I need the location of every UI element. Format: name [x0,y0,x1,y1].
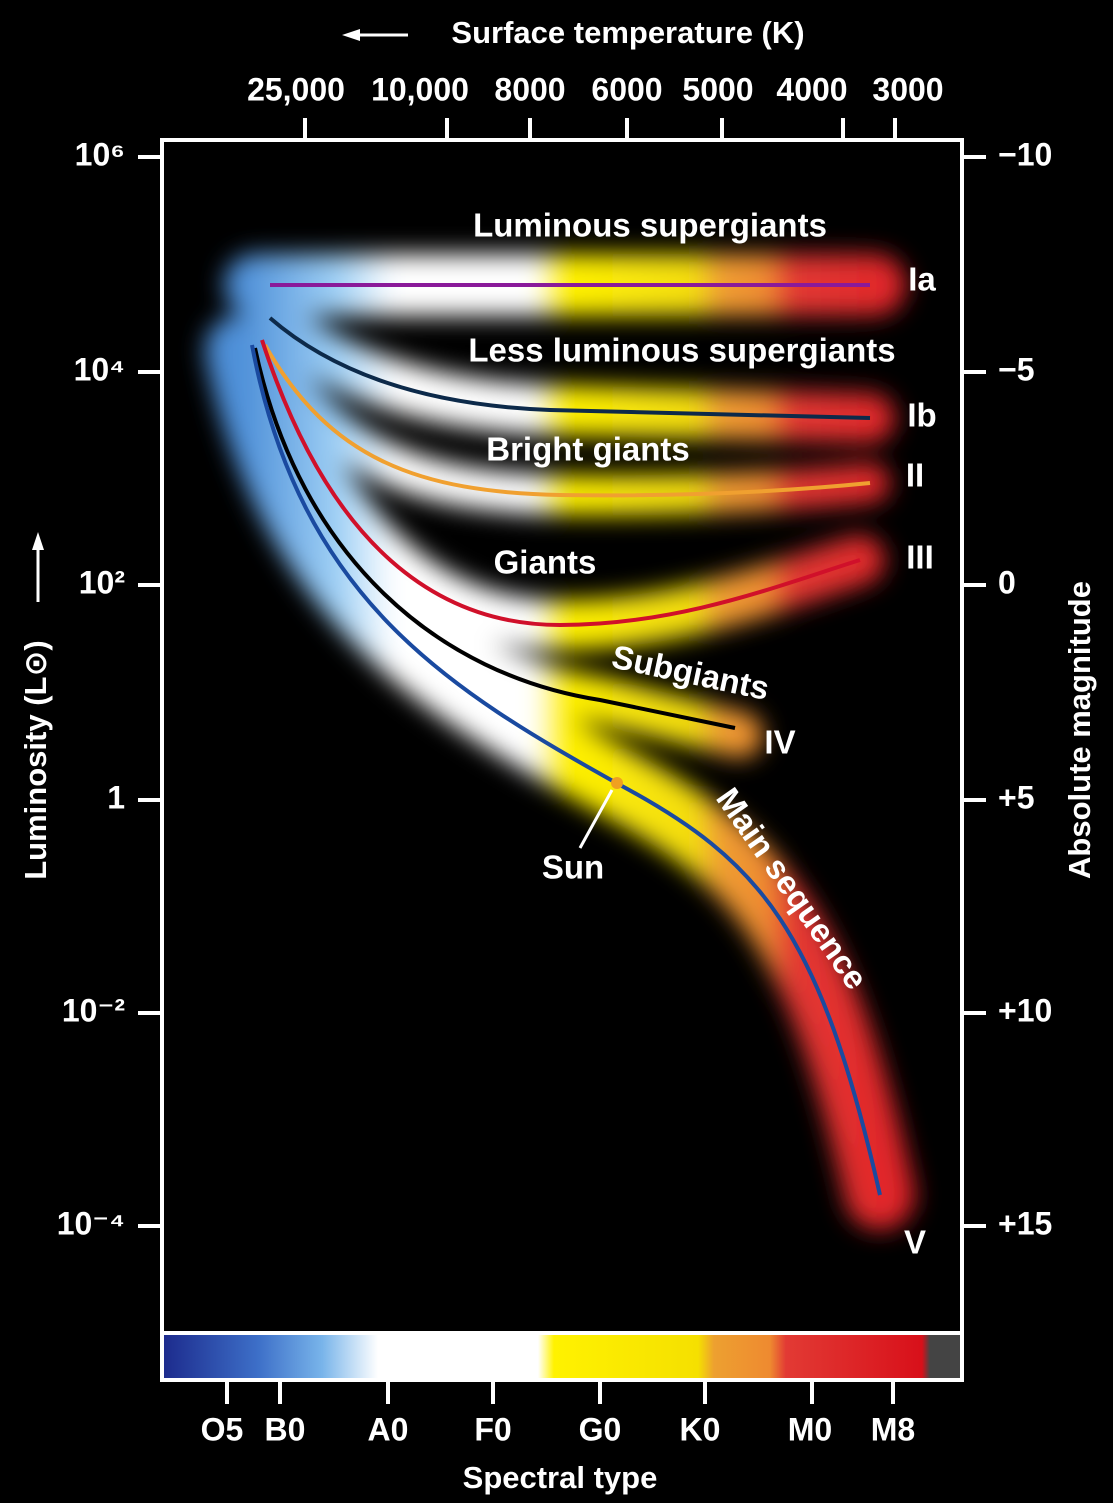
right-tick-labels: −10 −5 0 +5 +10 +15 [998,136,1052,1241]
tick-label: 3000 [872,71,943,107]
bottom-tick-labels: O5 B0 A0 F0 G0 K0 M0 M8 [201,1411,916,1447]
spectral-bar [164,1335,960,1378]
tick-label: B0 [265,1411,306,1447]
class-label: IV [764,724,795,761]
tick-label: O5 [201,1411,244,1447]
region-label: Less luminous supergiants [468,332,895,369]
class-label: Ib [907,397,936,434]
tick-label: 10,000 [371,71,469,107]
bottom-axis-title: Spectral type [463,1460,658,1495]
top-axis-title: Surface temperature (K) [451,15,804,50]
tick-label: A0 [368,1411,409,1447]
tick-label: +10 [998,992,1052,1028]
class-label: III [906,539,934,576]
tick-label: 25,000 [247,71,345,107]
left-tick-labels: 10⁶ 10⁴ 10² 1 10⁻² 10⁻⁴ [57,136,125,1241]
tick-label: K0 [680,1411,721,1447]
region-label: Giants [494,544,597,581]
tick-label: M8 [871,1411,915,1447]
hr-diagram: Surface temperature (K) Spectral type Lu… [0,0,1113,1503]
tick-label: −10 [998,136,1052,172]
tick-label: G0 [579,1411,622,1447]
right-axis-title: Absolute magnitude [1062,581,1097,879]
tick-label: −5 [998,351,1034,387]
tick-label: 0 [998,564,1016,600]
tick-label: 10⁻⁴ [57,1205,125,1241]
region-label: Bright giants [486,431,690,468]
tick-label: 1 [107,779,125,815]
tick-label: +5 [998,779,1034,815]
class-label: V [904,1224,926,1261]
sun-dot [611,777,623,789]
tick-label: 8000 [494,71,565,107]
class-label: II [906,457,924,494]
class-label: Ia [908,261,936,298]
tick-label: 5000 [682,71,753,107]
tick-label: 10⁻² [62,992,125,1028]
tick-label: 4000 [776,71,847,107]
sun-label: Sun [542,849,604,886]
region-label: Luminous supergiants [473,207,827,244]
tick-label: 10⁴ [74,351,125,387]
tick-label: +15 [998,1205,1052,1241]
tick-label: 10⁶ [75,136,125,172]
top-tick-labels: 25,000 10,000 8000 6000 5000 4000 3000 [247,71,944,107]
tick-label: F0 [474,1411,511,1447]
tick-label: 6000 [591,71,662,107]
left-axis-title: Luminosity (L⊙) [18,640,53,880]
tick-label: M0 [788,1411,832,1447]
tick-label: 10² [79,564,125,600]
